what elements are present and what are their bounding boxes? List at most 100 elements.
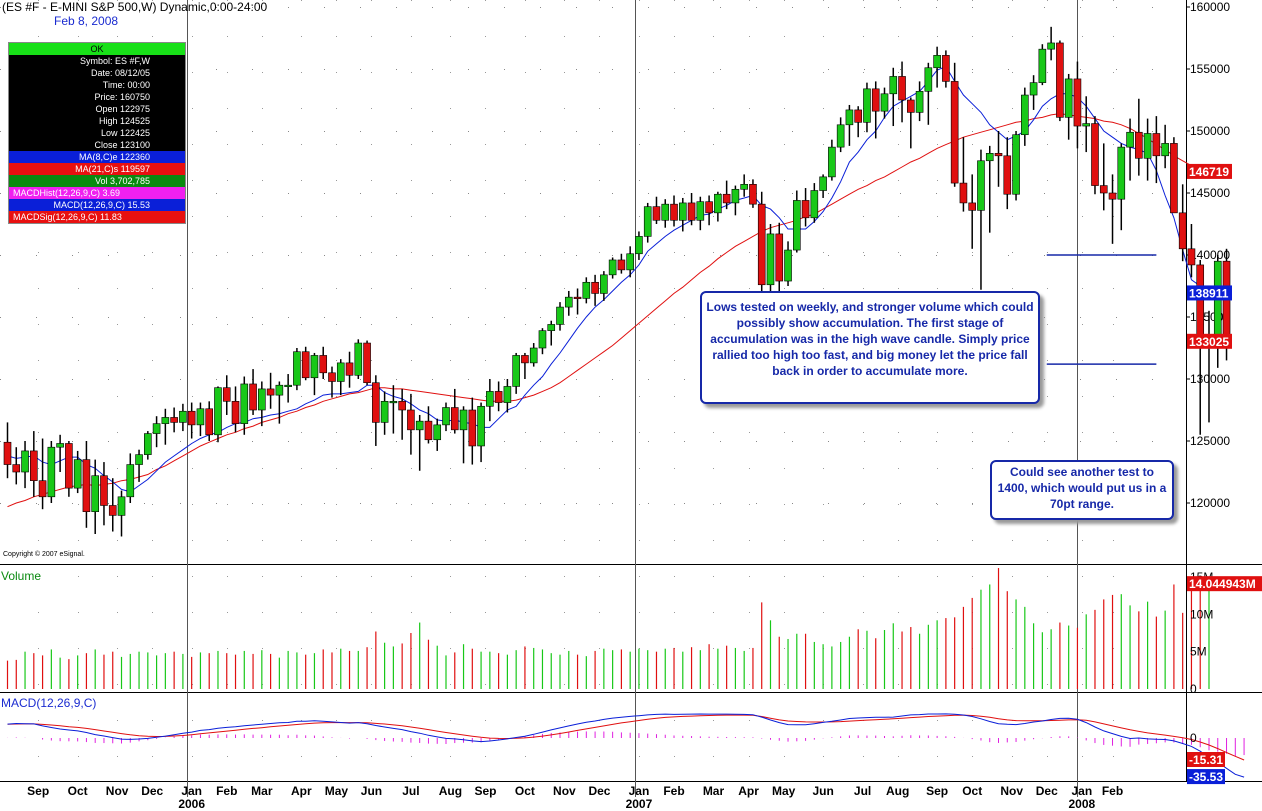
candle-body: [591, 281, 599, 294]
candle-body: [792, 200, 801, 251]
candle-body: [749, 184, 757, 205]
month-label: Jun: [361, 784, 382, 798]
candle-body: [135, 454, 143, 465]
volume-label-text: 14.044943M: [1189, 577, 1256, 591]
candle-body: [1161, 143, 1169, 157]
month-label: Jun: [812, 784, 833, 798]
macd-tick-label: 0: [1190, 731, 1197, 745]
candle-body: [985, 153, 994, 162]
candle-body: [1178, 212, 1187, 250]
candle-body: [801, 200, 810, 219]
candle-body: [538, 330, 547, 349]
volume-tick-label: 5M: [1190, 645, 1207, 659]
macd-label-text: -15.31: [1189, 753, 1223, 767]
year-label: 2007: [626, 797, 653, 811]
price-tick-label: 125000: [1190, 434, 1230, 448]
candle-body: [275, 384, 284, 396]
candle-body: [459, 409, 468, 431]
month-label: Jan: [181, 784, 202, 798]
month-label: Mar: [251, 784, 273, 798]
accumulation-annotation[interactable]: Lows tested on weekly, and stronger volu…: [700, 291, 1040, 404]
candle-body: [556, 306, 564, 325]
month-label: Sep: [27, 784, 49, 798]
candle-body: [161, 417, 170, 424]
candle-body: [871, 88, 880, 112]
candle-body: [1082, 123, 1091, 127]
ma-fast-price-label: 138911: [1187, 285, 1232, 301]
candle-body: [152, 423, 161, 434]
price-tick-label: 155000: [1190, 62, 1230, 76]
candle-body: [836, 124, 845, 148]
candle-body: [1099, 185, 1108, 194]
volume-last-label: 14.044943M: [1187, 576, 1262, 592]
candle-body: [959, 182, 968, 204]
candle-body: [714, 193, 722, 214]
candle-body: [205, 408, 214, 436]
cursor-window[interactable]: OK Symbol: ES #F,W Date: 08/12/05 Time: …: [8, 42, 186, 224]
candle-body: [258, 388, 266, 411]
candle-body: [994, 153, 1003, 157]
month-label: May: [325, 784, 349, 798]
price-label-text: 138911: [1189, 286, 1229, 300]
candle-body: [117, 496, 126, 516]
candle-body: [757, 203, 766, 286]
macd-label-text: -35.53: [1189, 770, 1223, 784]
month-label: Feb: [663, 784, 684, 798]
candle-body: [1135, 131, 1143, 159]
candle-body: [915, 91, 924, 113]
volume-tick-label: 0: [1190, 682, 1197, 696]
candle-body: [1073, 78, 1082, 127]
candle-body: [21, 450, 29, 473]
price-tick-label: 145000: [1190, 186, 1230, 200]
range-annotation[interactable]: Could see another test to 1400, which wo…: [990, 460, 1174, 520]
volume-label-bg: [1187, 576, 1262, 592]
month-label: Dec: [141, 784, 163, 798]
candle-body: [47, 446, 56, 498]
month-label: Nov: [553, 784, 576, 798]
candle-body: [933, 55, 941, 69]
candle-body: [477, 405, 485, 447]
candle-body: [1029, 82, 1038, 96]
candle-body: [222, 387, 231, 402]
candle-body: [144, 433, 152, 455]
candle-body: [696, 201, 705, 221]
candle-body: [336, 362, 345, 382]
cursor-date: Date: 08/12/05: [90, 68, 150, 78]
candle-body: [1152, 133, 1161, 157]
candle-body: [12, 464, 21, 473]
month-label: Oct: [515, 784, 535, 798]
candle-body: [319, 355, 328, 374]
candle-body: [968, 202, 977, 211]
month-label: Feb: [1102, 784, 1123, 798]
candle-body: [1222, 260, 1231, 343]
year-label: 2008: [1068, 797, 1095, 811]
cursor-price: Price: 160750: [94, 92, 150, 102]
candle-body: [626, 253, 634, 271]
candle-body: [1126, 131, 1134, 148]
cursor-macd-signal: MACDSig(12,26,9,C) 11.83: [9, 211, 185, 223]
candle-body: [670, 203, 678, 221]
candle-body: [898, 76, 906, 101]
candle-body: [608, 259, 617, 276]
candle-body: [512, 355, 520, 387]
cursor-open: Open 122975: [95, 104, 150, 114]
candle-body: [1021, 94, 1029, 136]
month-label: Dec: [588, 784, 610, 798]
candle-body: [126, 464, 135, 498]
cursor-volume: Vol 3,702,785: [9, 175, 185, 187]
candle-body: [889, 76, 898, 95]
cursor-ma8: MA(8,C)e 122360: [9, 151, 185, 163]
candle-body: [380, 401, 389, 423]
price-label-bg: [1187, 163, 1232, 179]
candle-body: [345, 362, 354, 376]
candle-body: [91, 475, 99, 512]
cursor-ma21: MA(21,C)s 119597: [9, 163, 185, 175]
price-label-text: 133025: [1189, 335, 1229, 349]
candle-body: [187, 410, 196, 426]
price-label-text: 146719: [1189, 165, 1229, 179]
copyright-text: Copyright © 2007 eSignal.: [3, 551, 85, 558]
volume-bars: [6, 568, 1210, 689]
price-label-bg: [1187, 285, 1232, 301]
candle-body: [687, 202, 696, 221]
